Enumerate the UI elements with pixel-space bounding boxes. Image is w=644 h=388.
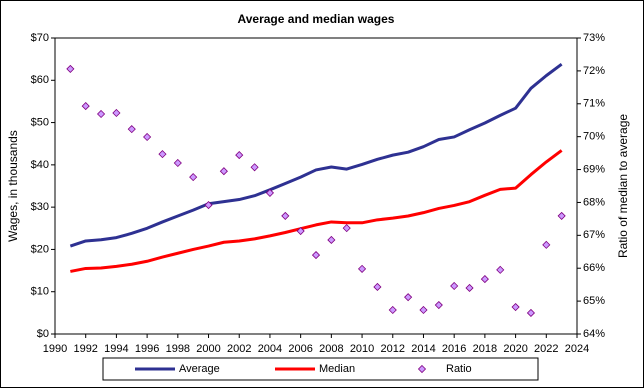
ratio-marker [250, 163, 259, 172]
y2-axis-title: Ratio of median to average [616, 114, 630, 258]
plot-area [54, 37, 578, 335]
ratio-marker [496, 265, 505, 274]
x-tick-label: 2010 [350, 343, 374, 355]
ratio-marker [96, 109, 106, 119]
x-tick-label: 1990 [43, 343, 67, 355]
x-tick-label: 1992 [73, 343, 97, 355]
legend-box [102, 357, 539, 381]
line-series [69, 63, 563, 248]
y2-tick-label: 66% [583, 262, 605, 274]
ratio-marker [373, 282, 382, 292]
y2-tick-label: 68% [583, 196, 605, 208]
x-tick-label: 2008 [319, 343, 343, 355]
ratio-marker [235, 151, 244, 160]
y-tick-label: $70 [31, 32, 49, 44]
y2-tick-label: 67% [583, 229, 605, 241]
ratio-marker [388, 305, 397, 315]
ratio-marker [342, 224, 351, 233]
x-tick-label: 2006 [288, 343, 312, 355]
y-tick-label: $30 [31, 201, 49, 213]
x-tick-label: 2018 [473, 343, 497, 355]
ratio-marker [173, 158, 182, 168]
y2-tick-label: 73% [583, 32, 605, 44]
line-series [70, 149, 563, 273]
ratio-marker [127, 125, 136, 134]
ratio-marker [189, 173, 198, 182]
legend-label: Average [179, 363, 220, 375]
x-tick-label: 2014 [411, 343, 435, 355]
ratio-marker [143, 132, 152, 142]
ratio-marker [265, 188, 275, 197]
legend-label: Ratio [446, 363, 472, 375]
legend-marker [417, 364, 427, 374]
ratio-marker [404, 293, 413, 302]
ratio-marker [357, 264, 367, 273]
ratio-marker [81, 102, 90, 111]
x-tick-label: 1994 [104, 343, 128, 355]
x-tick-label: 2012 [381, 343, 405, 355]
ratio-marker [465, 283, 474, 293]
y-axis-title: Wages, in thousands [6, 130, 20, 242]
y2-tick-label: 71% [583, 98, 605, 110]
y2-tick-label: 64% [583, 328, 605, 340]
x-tick-label: 2020 [503, 343, 527, 355]
ratio-marker [112, 108, 121, 118]
y-tick-label: $20 [31, 243, 49, 255]
y2-tick-label: 70% [583, 131, 605, 143]
ratio-marker [327, 235, 336, 245]
x-tick-label: 2024 [565, 343, 589, 355]
ratio-marker [419, 305, 428, 315]
y-tick-label: $50 [31, 116, 49, 128]
y2-tick-label: 69% [583, 163, 605, 175]
x-tick-label: 2002 [227, 343, 251, 355]
ratio-marker [526, 308, 536, 318]
ratio-marker [480, 275, 489, 284]
y-tick-label: $40 [31, 159, 49, 171]
x-tick-label: 2016 [442, 343, 466, 355]
legend-label: Median [319, 363, 355, 375]
ratio-marker [281, 211, 290, 220]
ratio-marker [219, 167, 228, 176]
x-tick-label: 1996 [135, 343, 159, 355]
ratio-marker [450, 281, 459, 291]
ratio-marker [158, 150, 167, 159]
y2-tick-label: 72% [583, 65, 605, 77]
ratio-marker [511, 302, 520, 312]
y-tick-label: $60 [31, 74, 49, 86]
x-tick-label: 2000 [196, 343, 220, 355]
ratio-marker [311, 251, 321, 260]
x-tick-label: 2004 [258, 343, 282, 355]
ratio-marker [66, 64, 75, 73]
ratio-marker [542, 240, 551, 249]
y2-tick-label: 65% [583, 295, 605, 307]
ratio-marker [434, 300, 443, 310]
x-tick-label: 2022 [534, 343, 558, 355]
ratio-marker [557, 211, 566, 220]
ratio-marker [296, 226, 305, 236]
y-tick-label: $0 [37, 328, 49, 340]
chart-title: Average and median wages [238, 12, 395, 26]
y-tick-label: $10 [31, 286, 49, 298]
ratio-marker [204, 201, 213, 210]
x-tick-label: 1998 [166, 343, 190, 355]
